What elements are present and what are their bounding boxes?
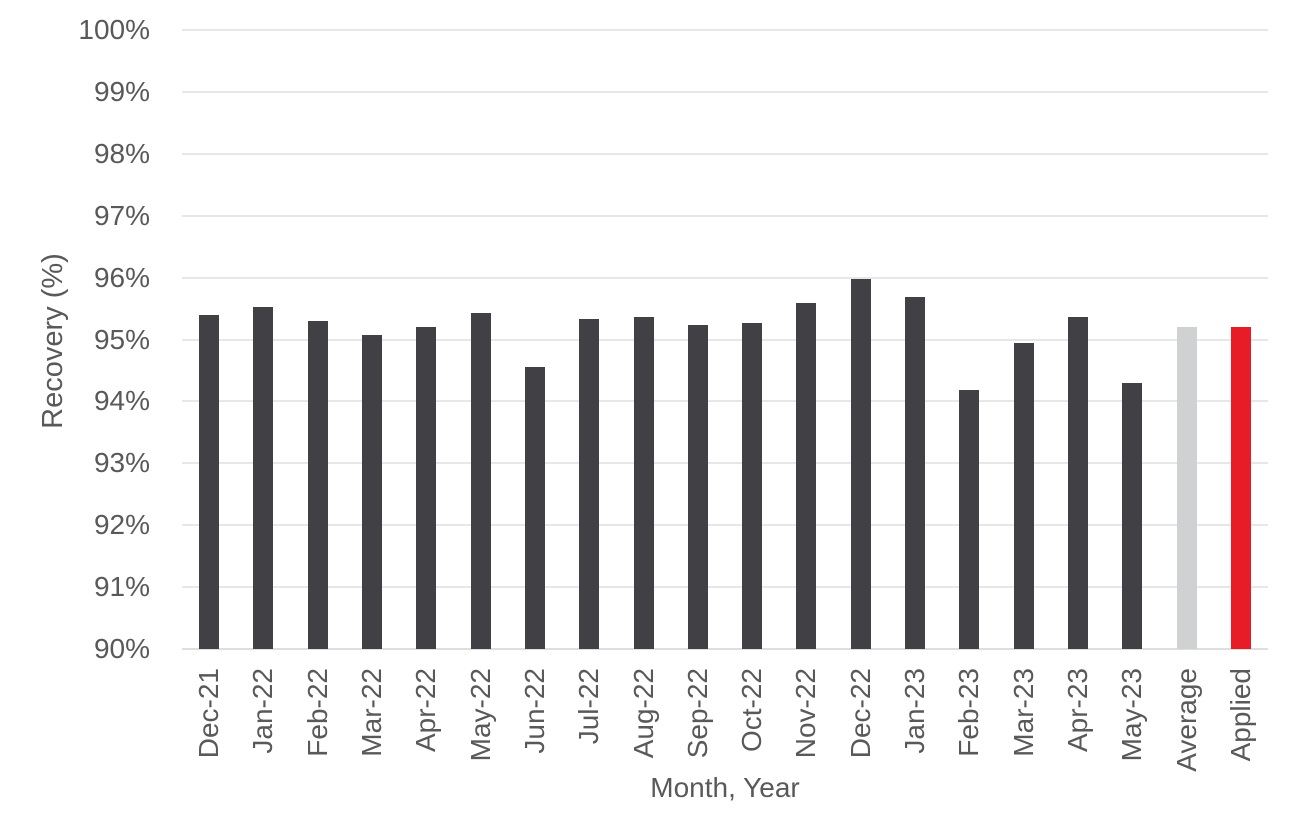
gridline bbox=[182, 276, 1268, 279]
x-category-label-feb-23: Feb-23 bbox=[953, 668, 985, 757]
gridline bbox=[182, 400, 1268, 403]
x-category-label-sep-22: Sep-22 bbox=[681, 668, 713, 759]
y-tick-label: 95% bbox=[93, 323, 150, 355]
bar-average bbox=[1176, 327, 1197, 649]
bar-apr-22 bbox=[416, 327, 437, 649]
gridline bbox=[182, 462, 1268, 465]
bar-applied bbox=[1230, 327, 1251, 649]
bar-jan-22 bbox=[253, 306, 274, 649]
y-tick-label: 99% bbox=[93, 75, 150, 107]
gridline bbox=[182, 29, 1268, 31]
x-category-label-dec-21: Dec-21 bbox=[193, 668, 225, 759]
y-tick-label: 94% bbox=[93, 385, 150, 417]
y-tick-label: 90% bbox=[93, 633, 150, 664]
x-category-label-apr-22: Apr-22 bbox=[410, 668, 442, 753]
gridline bbox=[182, 90, 1268, 93]
bar-jan-23 bbox=[905, 297, 926, 649]
bar-aug-22 bbox=[633, 317, 654, 649]
x-category-label-mar-22: Mar-22 bbox=[356, 668, 388, 757]
x-category-label-may-22: May-22 bbox=[464, 668, 496, 762]
bar-apr-23 bbox=[1067, 317, 1088, 649]
bar-mar-23 bbox=[1013, 343, 1034, 649]
x-category-label-mar-23: Mar-23 bbox=[1007, 668, 1039, 757]
gridline bbox=[182, 214, 1268, 217]
bar-sep-22 bbox=[687, 325, 708, 649]
gridline bbox=[182, 524, 1268, 527]
y-tick-label: 93% bbox=[93, 447, 150, 479]
y-tick-label: 100% bbox=[78, 14, 150, 45]
y-tick-label: 97% bbox=[93, 199, 150, 231]
bar-feb-22 bbox=[307, 320, 328, 649]
gridline bbox=[182, 338, 1268, 341]
x-category-label-may-23: May-23 bbox=[1116, 668, 1148, 762]
x-category-label-jul-22: Jul-22 bbox=[573, 668, 605, 745]
x-category-label-oct-22: Oct-22 bbox=[736, 668, 768, 753]
x-category-label-jun-22: Jun-22 bbox=[518, 668, 550, 754]
x-category-label-dec-22: Dec-22 bbox=[844, 668, 876, 759]
plot-area bbox=[182, 29, 1268, 650]
gridline bbox=[182, 586, 1268, 589]
x-category-label-aug-22: Aug-22 bbox=[627, 668, 659, 759]
y-tick-label: 96% bbox=[93, 261, 150, 293]
x-category-label-feb-22: Feb-22 bbox=[301, 668, 333, 757]
x-axis-title: Month, Year bbox=[650, 772, 800, 803]
bar-may-23 bbox=[1122, 382, 1143, 649]
gridline bbox=[182, 152, 1268, 155]
x-category-label-average: Average bbox=[1170, 668, 1202, 772]
x-category-label-nov-22: Nov-22 bbox=[790, 668, 822, 759]
bar-may-22 bbox=[470, 312, 491, 649]
bar-mar-22 bbox=[362, 334, 383, 649]
y-tick-label: 91% bbox=[93, 571, 150, 603]
x-category-label-apr-23: Apr-23 bbox=[1061, 668, 1093, 753]
bar-feb-23 bbox=[959, 390, 980, 649]
y-tick-label: 92% bbox=[93, 509, 150, 541]
x-category-label-jan-22: Jan-22 bbox=[247, 668, 279, 754]
x-category-label-jan-23: Jan-23 bbox=[899, 668, 931, 754]
bar-jun-22 bbox=[524, 367, 545, 649]
bar-oct-22 bbox=[742, 322, 763, 649]
bar-nov-22 bbox=[796, 302, 817, 649]
bar-dec-21 bbox=[199, 314, 220, 649]
x-axis-line bbox=[182, 648, 1268, 650]
x-category-label-applied: Applied bbox=[1224, 668, 1256, 762]
bar-jul-22 bbox=[579, 319, 600, 649]
y-tick-label: 98% bbox=[93, 137, 150, 169]
bar-dec-22 bbox=[850, 279, 871, 649]
